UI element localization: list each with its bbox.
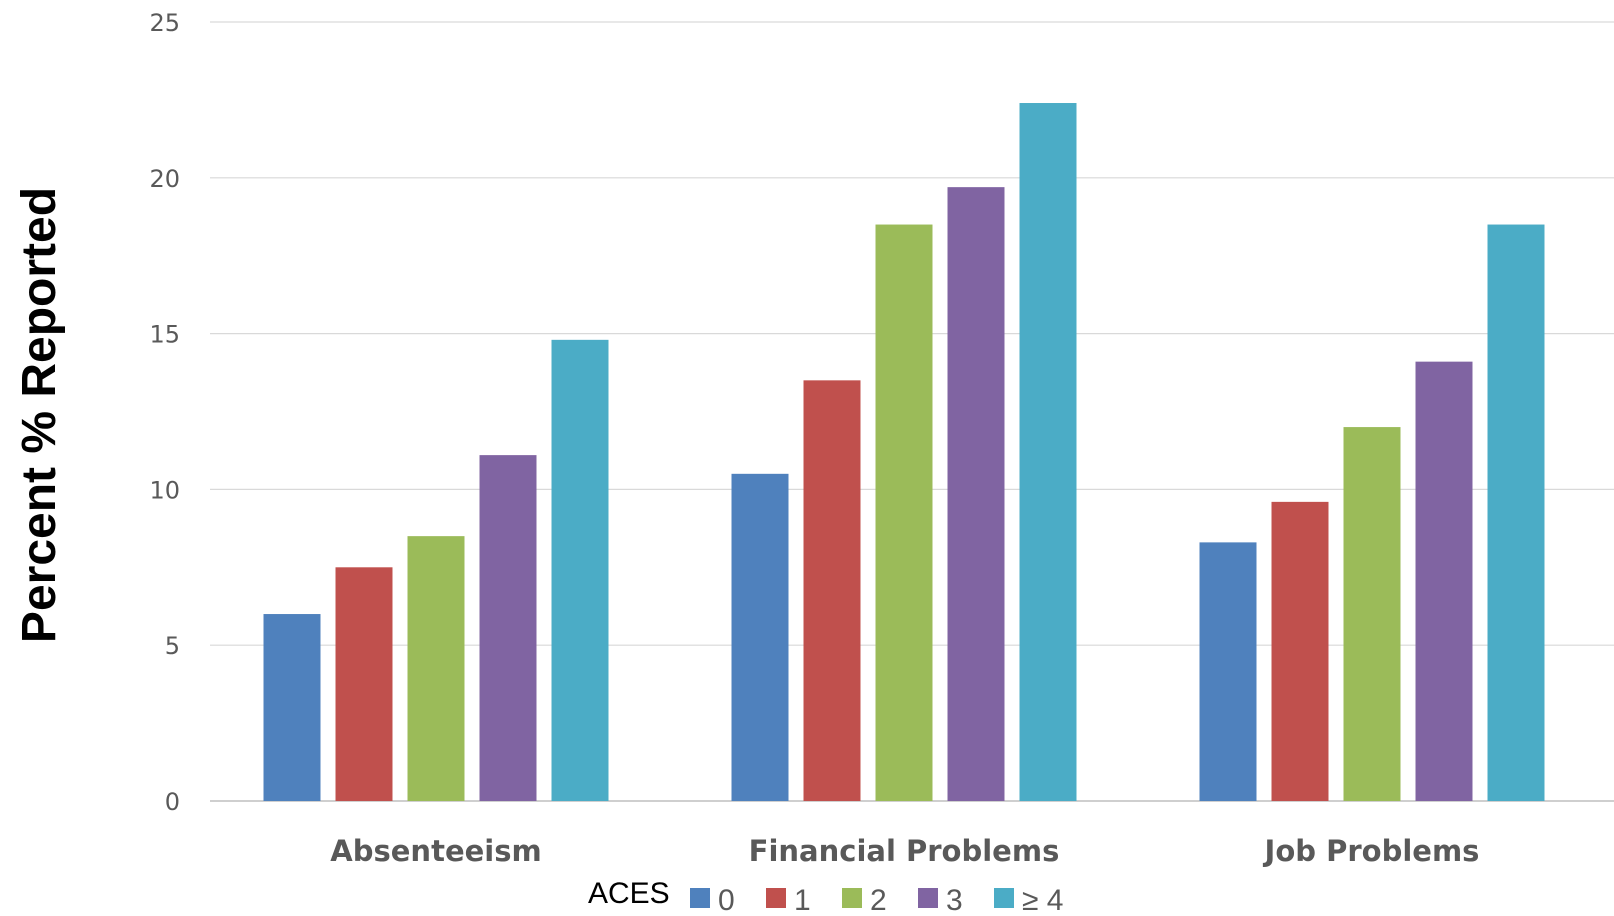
bar	[731, 473, 789, 801]
y-tick-label: 5	[165, 632, 180, 660]
bar	[551, 339, 609, 801]
legend-label: 1	[794, 884, 811, 916]
legend-label: 0	[718, 884, 735, 916]
bar	[479, 455, 537, 801]
bar	[803, 380, 861, 801]
bar	[335, 567, 393, 801]
bar	[875, 224, 933, 802]
y-tick-label: 0	[165, 788, 180, 816]
category-label: Absenteeism	[330, 834, 541, 868]
bar	[1487, 224, 1545, 802]
bar	[1199, 542, 1257, 801]
legend-swatch	[842, 888, 862, 908]
y-tick-labels: 0 5 10 15 20 25	[149, 9, 180, 816]
y-axis-label: Percent % Reported	[13, 187, 66, 643]
bar	[1271, 501, 1329, 801]
legend-swatch	[766, 888, 786, 908]
bar	[947, 187, 1005, 801]
y-tick-label: 10	[149, 476, 180, 504]
y-tick-label: 20	[149, 165, 180, 193]
legend-title: ACES	[588, 877, 670, 910]
legend: ACES 0 1 2 3 ≥ 4	[588, 877, 1063, 916]
bar	[1343, 427, 1401, 801]
category-label: Job Problems	[1263, 834, 1480, 868]
bar	[263, 614, 321, 801]
category-labels: Absenteeism Financial Problems Job Problem…	[330, 834, 1479, 868]
legend-label: 3	[946, 884, 963, 916]
bars	[263, 103, 1545, 802]
legend-label: 2	[870, 884, 887, 916]
legend-swatch	[690, 888, 710, 908]
legend-swatch	[994, 888, 1014, 908]
bar	[1415, 361, 1473, 801]
y-tick-label: 15	[149, 321, 180, 349]
category-label: Financial Problems	[749, 834, 1060, 868]
y-tick-label: 25	[149, 9, 180, 37]
bar	[1019, 103, 1077, 802]
legend-label: ≥ 4	[1022, 884, 1063, 916]
bar	[407, 536, 465, 801]
legend-swatch	[918, 888, 938, 908]
